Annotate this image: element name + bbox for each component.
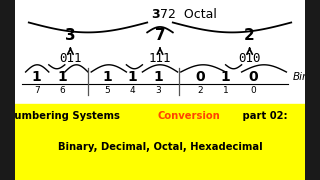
Text: 111: 111 [149, 52, 171, 65]
Text: 1: 1 [58, 69, 67, 84]
Text: 4: 4 [130, 86, 136, 95]
Text: Binary: Binary [293, 71, 320, 82]
Text: 0: 0 [248, 69, 258, 84]
Text: 3: 3 [65, 28, 76, 43]
Text: 1: 1 [154, 69, 163, 84]
Text: 5: 5 [104, 86, 110, 95]
Text: 3: 3 [156, 86, 161, 95]
Text: Binary, Decimal, Octal, Hexadecimal: Binary, Decimal, Octal, Hexadecimal [58, 142, 262, 152]
Text: 1: 1 [128, 69, 138, 84]
Text: 2: 2 [197, 86, 203, 95]
Text: 7: 7 [155, 28, 165, 43]
Text: 1: 1 [32, 69, 42, 84]
Text: 1: 1 [102, 69, 112, 84]
Text: 010: 010 [238, 52, 261, 65]
Text: 6: 6 [60, 86, 65, 95]
Text: 1: 1 [221, 69, 230, 84]
Text: 0: 0 [250, 86, 256, 95]
Text: part 02:: part 02: [239, 111, 287, 121]
Text: 72  Octal: 72 Octal [160, 8, 217, 21]
Text: 1: 1 [223, 86, 228, 95]
Text: 7: 7 [34, 86, 40, 95]
Text: Conversion: Conversion [158, 111, 220, 121]
Bar [0, 104, 320, 180]
Text: 2: 2 [244, 28, 255, 43]
Text: 3: 3 [151, 8, 160, 21]
Text: 0: 0 [195, 69, 205, 84]
Text: 011: 011 [59, 52, 82, 65]
Text: Numbering Systems: Numbering Systems [6, 111, 124, 121]
